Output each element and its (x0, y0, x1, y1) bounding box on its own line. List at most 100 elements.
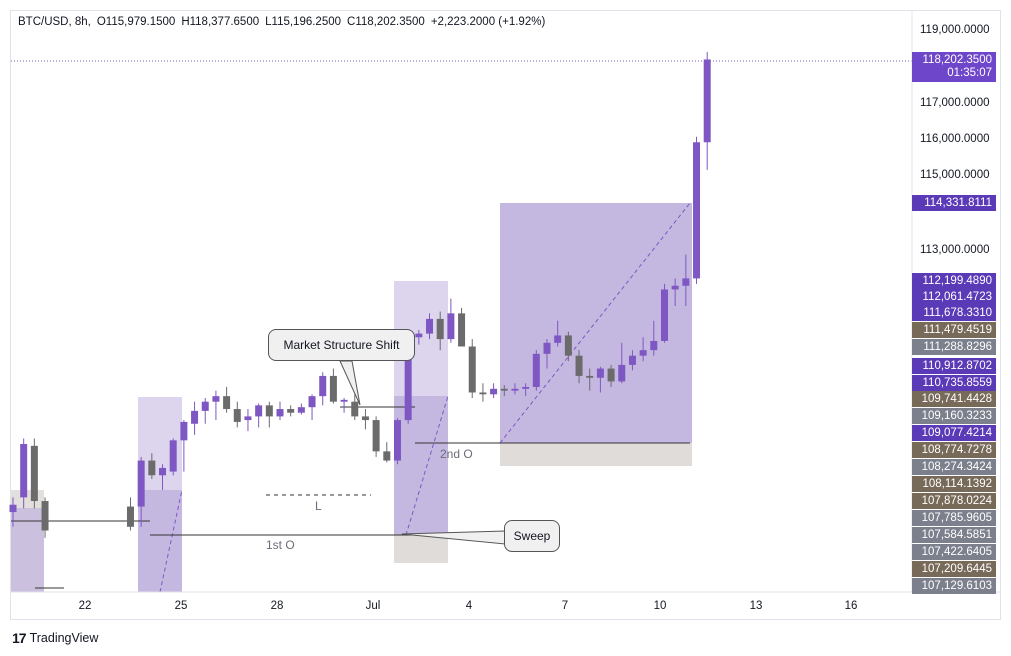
close-value: C118,202.3500 (347, 16, 425, 28)
candle-body-53 (575, 355, 583, 376)
candle-body-34 (372, 420, 380, 452)
second-o-label: 2nd O (440, 447, 473, 461)
price-label-7: 110,735.8559 (912, 375, 996, 391)
candle-body-35 (383, 451, 391, 461)
x-tick-13: 13 (749, 600, 763, 612)
candle-body-0 (9, 504, 17, 513)
price-label-16: 107,584.5851 (912, 527, 996, 543)
candle-body-63 (682, 278, 690, 286)
price-label-14: 107,878.0224 (912, 493, 996, 509)
sweep-label: Sweep (513, 529, 551, 543)
price-label-15: 107,785.9605 (912, 510, 996, 526)
candle-body-37 (404, 337, 412, 421)
candle-body-44 (479, 392, 487, 395)
zone-gray-3 (500, 443, 692, 466)
zone-gray-2 (394, 535, 448, 563)
axis-price-113000: 113,000.0000 (920, 244, 990, 256)
trend-line-2 (405, 395, 449, 536)
candle-body-20 (223, 396, 231, 410)
open-value: O115,979.1500 (96, 16, 176, 28)
candle-body-22 (244, 416, 252, 421)
candle-body-43 (468, 346, 476, 393)
x-tick-28: 28 (270, 600, 284, 612)
x-tick-jul: Jul (365, 600, 381, 612)
candle-body-62 (671, 285, 679, 290)
x-tick-7: 7 (561, 600, 569, 612)
price-label-1: 112,199.4890 (912, 273, 996, 289)
chart-frame (10, 10, 1001, 620)
candle-body-56 (607, 368, 615, 382)
candle-body-27 (297, 407, 305, 413)
candle-body-52 (564, 335, 572, 356)
x-tick-16: 16 (844, 600, 858, 612)
price-label-9: 109,160.3233 (912, 408, 996, 424)
candle-body-28 (308, 396, 316, 408)
candle-body-57 (618, 364, 626, 382)
candle-body-19 (212, 396, 220, 402)
price-label-5: 111,288.8296 (912, 339, 996, 355)
candle-body-47 (511, 388, 519, 391)
candle-body-29 (319, 375, 327, 397)
tradingview-footer[interactable]: 17 TradingView (12, 630, 98, 646)
candle-body-40 (436, 318, 444, 340)
candle-body-15 (169, 440, 177, 472)
candle-body-1 (20, 444, 28, 498)
axis-price-119000: 119,000.0000 (920, 24, 990, 36)
market-structure-shift-label: Market Structure Shift (283, 338, 400, 352)
market-structure-shift-callout[interactable]: Market Structure Shift (268, 329, 415, 361)
candle-body-46 (500, 388, 508, 391)
candle-body-59 (639, 350, 647, 356)
candle-body-12 (137, 460, 145, 507)
trend-line-3 (499, 202, 691, 444)
price-label-2: 112,061.4723 (912, 289, 996, 305)
sweep-callout[interactable]: Sweep (504, 520, 560, 552)
price-label-8: 109,741.4428 (912, 391, 996, 407)
candle-body-23 (255, 405, 263, 417)
candle-body-58 (628, 355, 636, 365)
candle-body-50 (543, 342, 551, 354)
l-label: L (315, 499, 322, 513)
countdown-timer: 01:35:07 (947, 67, 992, 79)
candle-body-55 (596, 368, 604, 378)
price-label-11: 108,774.7278 (912, 442, 996, 458)
change-value: +2,223.2000 (+1.92%) (430, 16, 546, 28)
price-label-19: 107,129.6103 (912, 578, 996, 594)
candle-body-65 (703, 59, 711, 143)
candle-body-25 (276, 409, 284, 417)
price-label-0: 114,331.8111 (912, 195, 996, 211)
candle-body-45 (490, 388, 498, 395)
x-tick-4: 4 (465, 600, 473, 612)
symbol-label[interactable]: BTC/USD, 8h, (18, 16, 91, 28)
low-value: L115,196.2500 (265, 16, 342, 28)
candle-body-60 (650, 340, 658, 351)
candle-body-26 (287, 409, 295, 413)
price-label-13: 108,114.1392 (912, 476, 996, 492)
mss-callout-pointer (339, 360, 361, 406)
current-price-value: 118,202.3500 (922, 54, 993, 66)
price-label-17: 107,422.6405 (912, 544, 996, 560)
candle-body-38 (415, 333, 423, 338)
zone-purple-left (11, 508, 44, 592)
candle-body-36 (393, 420, 401, 461)
candle-body-18 (201, 401, 209, 411)
candle-body-2 (30, 445, 38, 502)
candle-body-41 (447, 313, 455, 340)
candle-body-30 (329, 375, 337, 402)
candle-body-14 (159, 467, 167, 476)
trend-line-1 (159, 489, 183, 593)
candle-body-39 (426, 318, 434, 334)
candle-body-31 (340, 399, 348, 402)
candle-body-32 (351, 401, 359, 417)
candle-body-48 (522, 386, 530, 389)
tradingview-logo-icon: 17 (12, 630, 27, 646)
candle-body-64 (693, 142, 701, 279)
candle-body-13 (148, 460, 156, 476)
x-tick-10: 10 (653, 600, 667, 612)
candle-body-16 (180, 421, 188, 441)
tradingview-brand: TradingView (29, 631, 99, 645)
price-label-18: 107,209.6445 (912, 561, 996, 577)
candle-body-51 (554, 335, 562, 343)
candle-body-61 (660, 289, 668, 341)
candle-body-54 (586, 375, 594, 378)
